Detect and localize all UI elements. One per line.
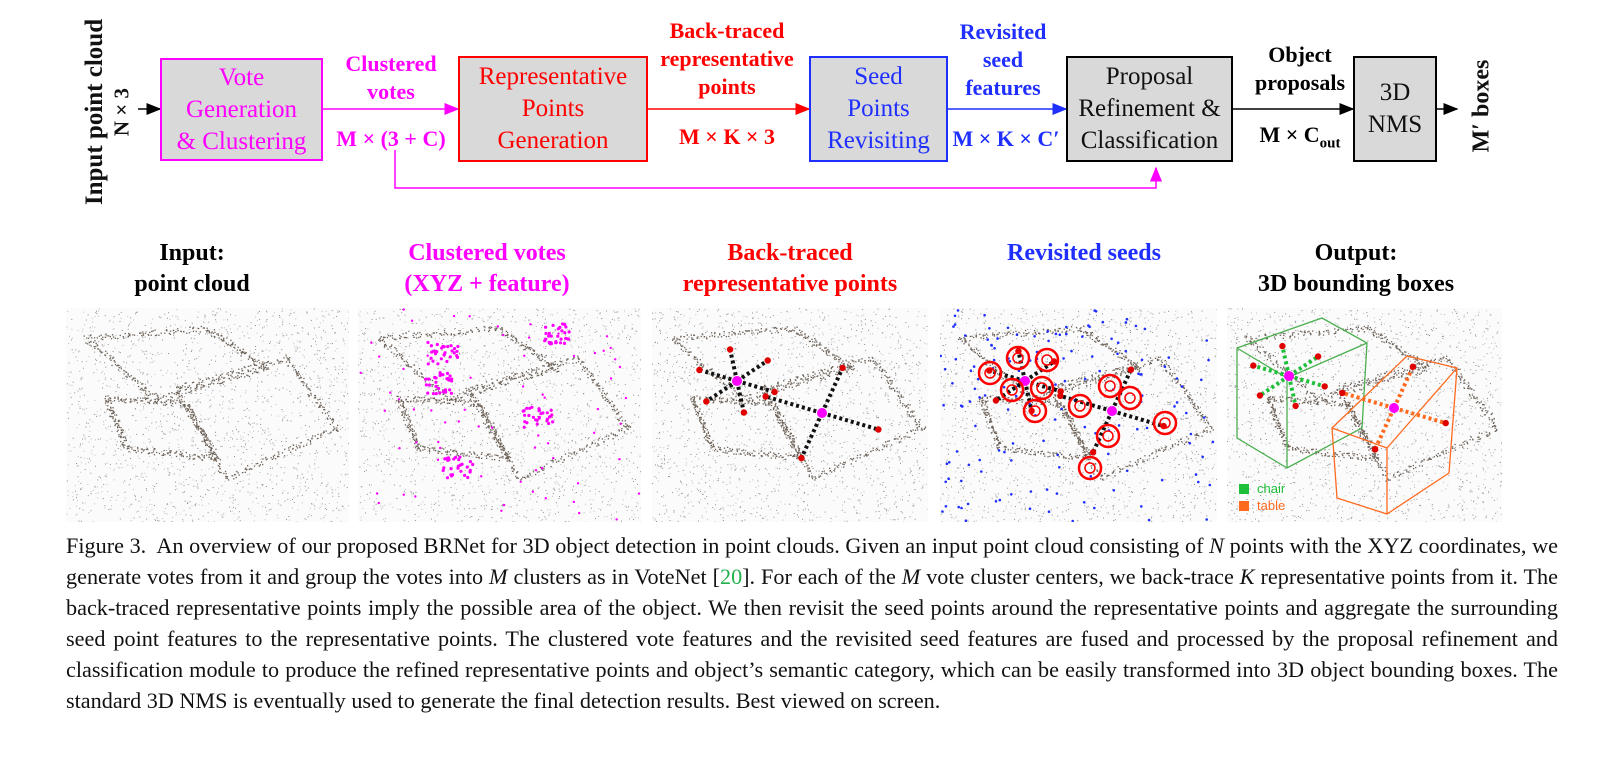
edge-line: Clustered — [345, 51, 437, 76]
box-line: NMS — [1367, 111, 1423, 138]
figure-caption: Figure 3. An overview of our proposed BR… — [66, 530, 1558, 716]
object-proposals-label: Object proposals — [1255, 41, 1345, 97]
panel-back-traced-points — [652, 308, 928, 522]
box-line: Representative — [478, 63, 628, 90]
representative-points-box: Representative Points Generation — [458, 56, 648, 162]
box-line: Vote — [218, 63, 265, 91]
bounding-boxes-overlay — [1236, 317, 1458, 515]
legend-item-table: table — [1239, 497, 1285, 514]
point-cloud-image — [358, 308, 641, 522]
box-line: Points — [847, 95, 910, 122]
caption-var: K — [1239, 564, 1255, 589]
pipeline-diagram: Input point cloud N × 3 M′ boxes Vote Ge… — [0, 0, 1618, 215]
pipeline-arrows — [138, 103, 1459, 189]
panel-title-input: Input: point cloud — [134, 238, 249, 300]
class-legend: chair table — [1239, 480, 1285, 514]
edge-line: seed — [982, 47, 1024, 72]
caption-text: representative points from it. The back-… — [66, 564, 1558, 713]
legend-item-chair: chair — [1239, 480, 1285, 497]
panel-revisited-seeds — [940, 308, 1217, 522]
box-line: Refinement & — [1078, 95, 1221, 122]
title-line: Revisited seeds — [1007, 240, 1161, 266]
input-dim-label: N × 3 — [109, 87, 134, 137]
box-line: Classification — [1080, 127, 1219, 154]
title-line: Back-traced — [727, 240, 853, 266]
edge-line: Object — [1268, 42, 1332, 67]
edge-line: proposals — [1254, 70, 1346, 95]
point-cloud-image — [1227, 308, 1502, 522]
dim-sub: out — [1319, 135, 1341, 152]
citation-link[interactable]: 20 — [719, 564, 743, 589]
box-line: 3D — [1379, 79, 1411, 106]
legend-swatch — [1239, 483, 1249, 494]
edge-line: representative — [660, 46, 794, 71]
edge-line: Revisited — [959, 19, 1047, 44]
edge-line: votes — [367, 79, 415, 104]
panel-title-clustered-votes: Clustered votes (XYZ + feature) — [404, 238, 569, 300]
panel-input-point-cloud — [66, 308, 349, 522]
box-line: Proposal — [1105, 63, 1194, 90]
box-line: Points — [521, 95, 585, 122]
caption-prefix: Figure 3. — [66, 533, 147, 558]
object-proposals-dim: M × Cout — [1259, 122, 1340, 152]
legend-label: table — [1257, 498, 1286, 513]
title-line: representative points — [682, 271, 898, 297]
caption-var: N — [1209, 533, 1224, 558]
panel-title-output: Output: 3D bounding boxes — [1258, 238, 1454, 300]
title-line: point cloud — [134, 271, 250, 297]
proposal-refinement-box: Proposal Refinement & Classification — [1066, 56, 1233, 162]
representative-points-overlay — [696, 346, 882, 462]
box-line: Seed — [854, 63, 903, 90]
panel-output-boxes: chair table — [1227, 308, 1502, 522]
output-boxes-label: M′ boxes — [1468, 59, 1495, 153]
input-point-cloud-label: Input point cloud — [81, 18, 108, 206]
clustered-votes-label: Clustered votes — [345, 50, 436, 106]
box-line: Generation — [185, 95, 298, 123]
panel-title-back-traced: Back-traced representative points — [683, 238, 897, 300]
panel-title-revisited-seeds: Revisited seeds — [1007, 238, 1161, 269]
panel-clustered-votes — [358, 308, 641, 522]
votes-overlay — [359, 308, 641, 521]
box-line: Generation — [497, 127, 609, 154]
nms-box: 3D NMS — [1353, 56, 1437, 162]
legend-swatch — [1239, 500, 1249, 511]
caption-text: vote cluster centers, we back-trace — [920, 564, 1240, 589]
clustered-votes-dim: M × (3 + C) — [336, 126, 446, 151]
arrow-skip-connection — [394, 150, 1162, 189]
caption-text: points with the XYZ coordinates, we gene… — [66, 533, 1558, 589]
revisited-seed-dim: M × K × C′ — [952, 126, 1060, 151]
edge-line: Back-traced — [669, 18, 785, 43]
box-line: Revisiting — [827, 127, 930, 154]
edge-line: points — [698, 74, 756, 99]
caption-text: An overview of our proposed BRNet for 3D… — [156, 533, 1210, 558]
edge-line: features — [965, 75, 1041, 100]
title-line: Output: — [1314, 240, 1398, 266]
caption-var: M — [901, 564, 921, 589]
title-line: 3D bounding boxes — [1257, 271, 1455, 297]
revisited-seeds-overlay — [940, 309, 1215, 522]
caption-text: ]. For each of the — [742, 564, 902, 589]
revisited-seed-features-label: Revisited seed features — [960, 18, 1047, 102]
title-line: (XYZ + feature) — [404, 271, 570, 297]
point-cloud-image — [652, 308, 928, 522]
dim-main: M × C — [1259, 122, 1320, 147]
vote-generation-box: Vote Generation & Clustering — [160, 58, 323, 161]
caption-var: M — [489, 564, 508, 589]
title-line: Input: — [159, 240, 225, 266]
point-cloud-image — [66, 308, 349, 522]
caption-text: clusters as in VoteNet [ — [507, 564, 720, 589]
back-traced-dim: M × K × 3 — [679, 124, 775, 149]
box-line: & Clustering — [176, 127, 307, 155]
seed-points-revisiting-box: Seed Points Revisiting — [809, 56, 948, 162]
title-line: Clustered votes — [408, 240, 566, 266]
legend-label: chair — [1257, 481, 1286, 496]
back-traced-label: Back-traced representative points — [660, 17, 794, 101]
